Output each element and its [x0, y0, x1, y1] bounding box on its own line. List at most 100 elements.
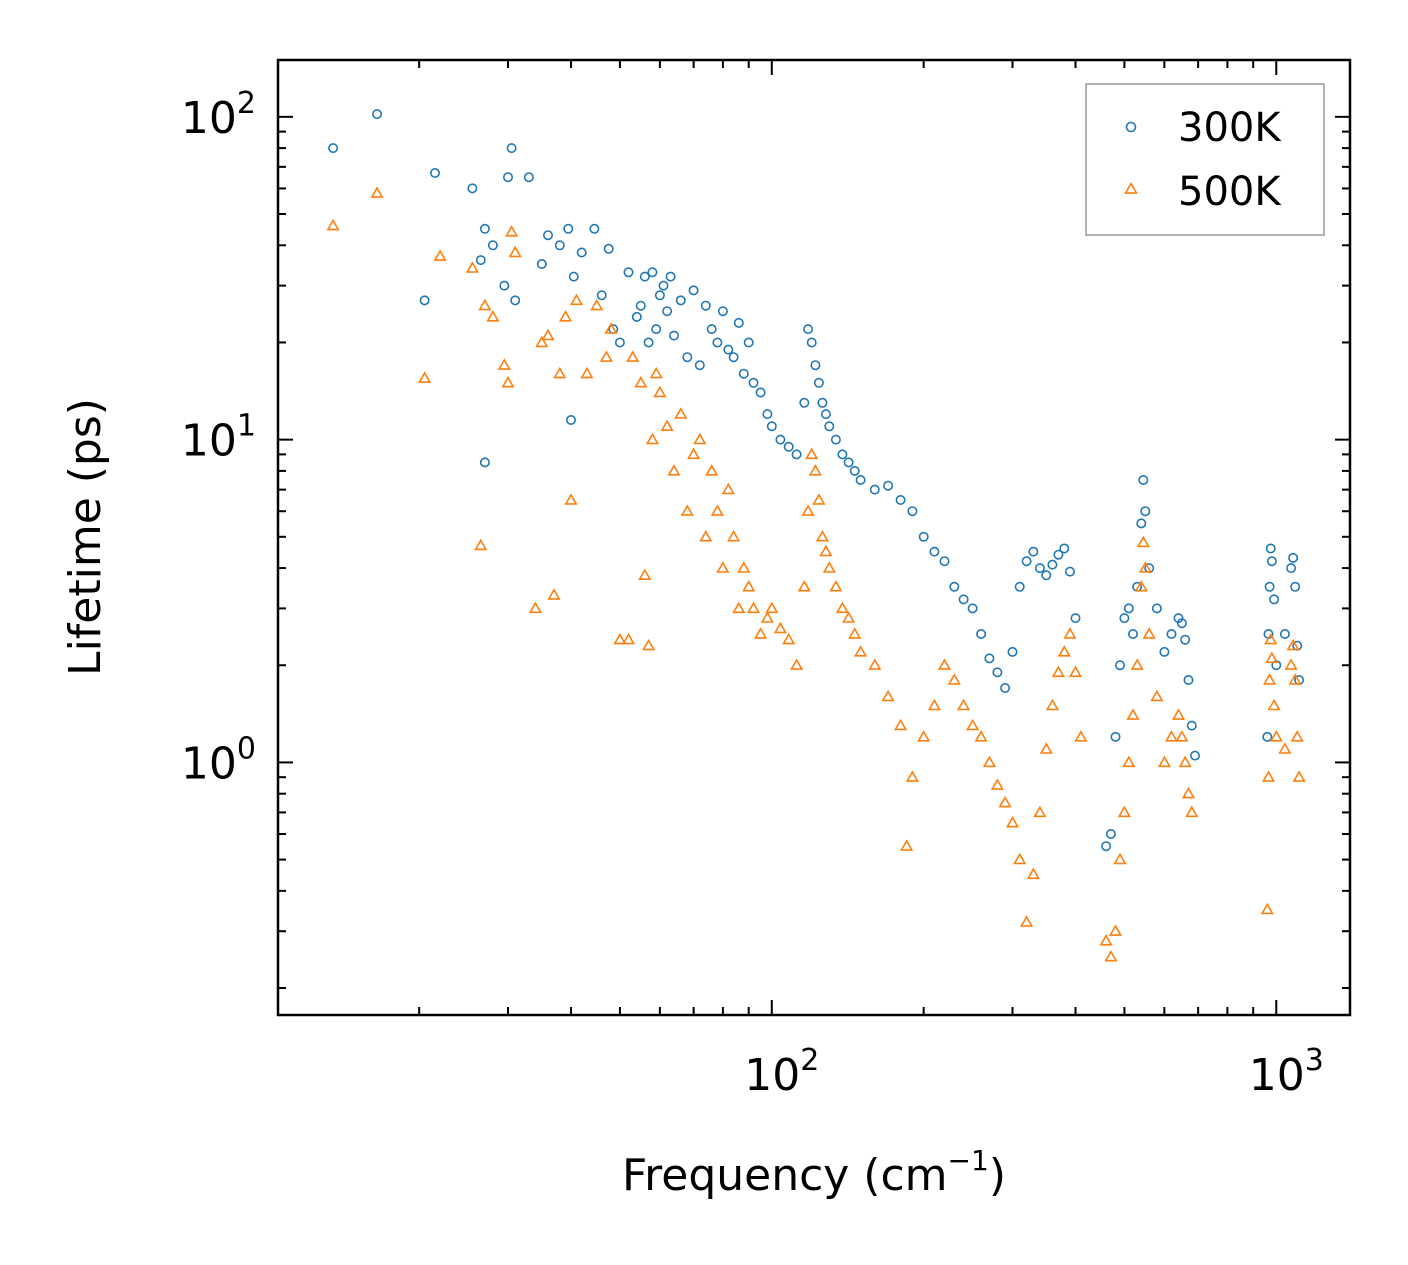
point-300k: [869, 484, 880, 495]
point-300k: [1059, 543, 1070, 554]
point-500k: [1113, 852, 1127, 865]
point-500k: [528, 601, 542, 614]
point-500k: [1138, 561, 1152, 573]
point-300k: [1000, 682, 1011, 693]
point-300k: [717, 306, 728, 317]
point-500k: [653, 385, 667, 398]
point-500k: [541, 328, 555, 341]
point-300k: [565, 414, 576, 425]
point-300k: [510, 295, 521, 306]
point-300k: [665, 271, 676, 282]
point-300k: [654, 290, 665, 301]
point-300k: [635, 300, 646, 311]
point-500k: [1264, 632, 1278, 645]
point-300k: [475, 255, 486, 266]
point-300k: [487, 240, 498, 251]
point-500k: [737, 561, 751, 573]
point-500k: [667, 464, 681, 476]
point-500k: [418, 371, 432, 383]
point-300k: [820, 409, 831, 420]
point-300k: [1140, 506, 1151, 517]
x-tick-label: 103: [1249, 1043, 1324, 1101]
point-300k: [614, 337, 625, 348]
point-500k: [1278, 742, 1292, 754]
point-300k: [1110, 731, 1121, 742]
point-300k: [1101, 841, 1112, 852]
point-300k: [662, 306, 673, 317]
point-300k: [502, 172, 513, 183]
point-300k: [1290, 581, 1301, 592]
point-500k: [1005, 815, 1020, 828]
point-300k: [371, 109, 382, 120]
point-500k: [1157, 755, 1171, 768]
point-300k: [1007, 646, 1018, 657]
point-300k: [949, 581, 960, 592]
point-300k: [791, 449, 802, 460]
point-300k: [1105, 828, 1116, 839]
point-300k: [1269, 594, 1280, 605]
point-300k: [499, 280, 510, 291]
point-500k: [982, 755, 996, 768]
point-300k: [775, 434, 786, 445]
point-500k: [1142, 627, 1156, 639]
axis-ticks: [278, 60, 1350, 1015]
point-500k: [782, 632, 796, 645]
point-500k: [674, 407, 688, 419]
point-300k: [1053, 549, 1064, 560]
point-500k: [1057, 645, 1071, 657]
point-500k: [370, 186, 384, 198]
point-300k: [568, 271, 579, 282]
point-500k: [881, 689, 895, 702]
point-500k: [680, 504, 694, 516]
point-500k: [465, 261, 479, 273]
x-axis-label: Frequency (cm−1): [622, 1144, 1006, 1201]
point-300k: [1136, 518, 1147, 529]
point-300k: [658, 280, 669, 291]
point-300k: [817, 397, 828, 408]
point-300k: [576, 247, 587, 258]
point-500k: [699, 529, 713, 542]
point-300k: [830, 434, 841, 445]
point-500k: [1063, 627, 1077, 639]
point-500k: [508, 245, 522, 258]
point-500k: [621, 632, 636, 645]
point-300k: [929, 546, 940, 557]
point-300k: [1265, 543, 1276, 554]
point-300k: [523, 172, 534, 183]
point-300k: [623, 267, 634, 278]
point-300k: [328, 143, 339, 154]
point-300k: [694, 360, 705, 371]
point-500k: [1130, 658, 1144, 670]
point-500k: [1134, 579, 1148, 592]
point-300k: [992, 667, 1003, 678]
point-500k: [1267, 698, 1281, 711]
point-300k: [647, 267, 658, 278]
point-500k: [917, 730, 931, 742]
point-500k: [822, 561, 836, 573]
point-500k: [1068, 665, 1083, 678]
point-500k: [1263, 673, 1277, 685]
point-500k: [801, 504, 815, 516]
legend-markers: [1124, 121, 1138, 194]
point-300k: [743, 337, 754, 348]
point-300k: [723, 344, 734, 355]
point-500k: [1150, 689, 1164, 702]
point-500k: [569, 293, 584, 306]
point-500k: [937, 658, 952, 670]
point-300k: [728, 352, 739, 363]
point-500k: [1026, 867, 1040, 880]
point-500k: [626, 350, 640, 362]
point-300k: [419, 295, 430, 306]
point-300k: [1176, 618, 1187, 629]
point-500k: [819, 544, 833, 557]
point-300k: [1021, 556, 1032, 567]
point-500k: [927, 698, 941, 711]
point-300k: [1128, 628, 1139, 639]
point-300k: [675, 295, 686, 306]
point-300k: [1119, 613, 1130, 624]
point-500k: [815, 529, 829, 542]
point-500k: [580, 366, 594, 379]
x-tick-label: 102: [744, 1043, 819, 1101]
point-300k: [762, 409, 773, 420]
point-300k: [479, 223, 490, 234]
